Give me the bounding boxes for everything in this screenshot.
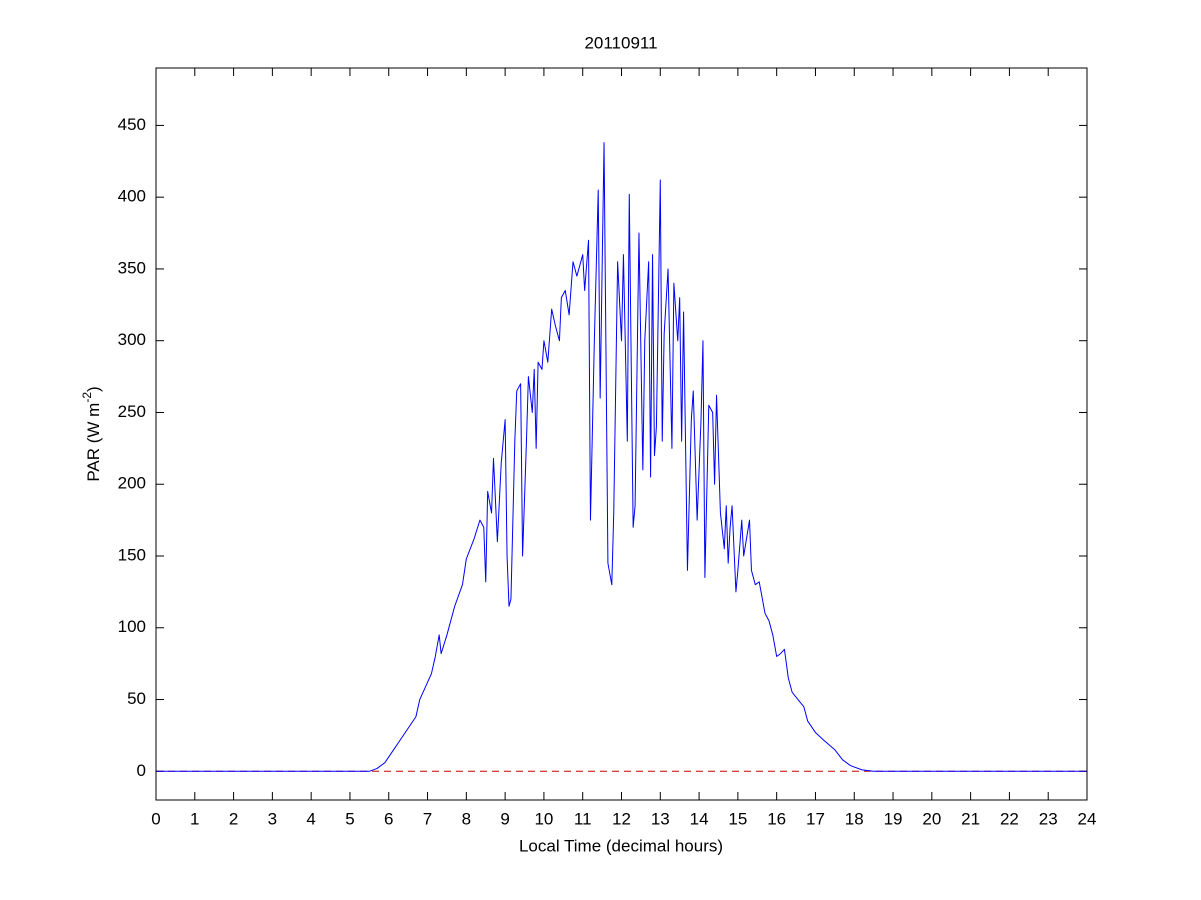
x-tick-label: 23 xyxy=(1039,809,1058,828)
x-tick-label: 2 xyxy=(229,809,238,828)
x-tick-label: 3 xyxy=(268,809,277,828)
y-tick-label: 350 xyxy=(118,258,146,277)
x-tick-label: 15 xyxy=(728,809,747,828)
x-tick-label: 5 xyxy=(345,809,354,828)
x-tick-label: 6 xyxy=(384,809,393,828)
x-tick-label: 4 xyxy=(306,809,315,828)
x-tick-label: 10 xyxy=(534,809,553,828)
y-tick-label: 100 xyxy=(118,617,146,636)
chart-title: 20110911 xyxy=(584,33,657,52)
x-tick-label: 1 xyxy=(190,809,199,828)
x-tick-label: 18 xyxy=(845,809,864,828)
x-tick-label: 8 xyxy=(462,809,471,828)
x-tick-label: 14 xyxy=(690,809,709,828)
x-tick-label: 11 xyxy=(574,809,592,828)
x-tick-label: 7 xyxy=(423,809,432,828)
y-tick-label: 150 xyxy=(118,545,146,564)
y-axis-label: PAR (W m-2) xyxy=(80,386,103,481)
data-line xyxy=(156,142,1087,772)
x-tick-label: 13 xyxy=(651,809,670,828)
y-tick-label: 200 xyxy=(118,474,146,493)
x-tick-label: 12 xyxy=(612,809,631,828)
x-axis-label: Local Time (decimal hours) xyxy=(519,836,723,855)
y-label-superscript: -2 xyxy=(80,392,94,403)
y-tick-label: 0 xyxy=(137,761,146,780)
y-tick-label: 50 xyxy=(127,689,146,708)
x-tick-label: 19 xyxy=(884,809,903,828)
y-label-text: PAR (W m xyxy=(84,403,103,482)
x-tick-label: 22 xyxy=(1000,809,1019,828)
y-tick-label: 450 xyxy=(118,115,146,134)
y-tick-label: 300 xyxy=(118,330,146,349)
x-tick-label: 20 xyxy=(922,809,941,828)
plot-frame xyxy=(155,67,1088,801)
x-tick-label: 21 xyxy=(961,809,980,828)
y-tick-label: 250 xyxy=(118,402,146,421)
y-tick-label: 400 xyxy=(118,187,146,206)
x-tick-label: 17 xyxy=(806,809,825,828)
y-label-text: ) xyxy=(84,386,103,392)
x-tick-label: 9 xyxy=(500,809,509,828)
x-tick-label: 0 xyxy=(151,809,160,828)
x-tick-label: 24 xyxy=(1078,809,1097,828)
x-tick-label: 16 xyxy=(767,809,786,828)
